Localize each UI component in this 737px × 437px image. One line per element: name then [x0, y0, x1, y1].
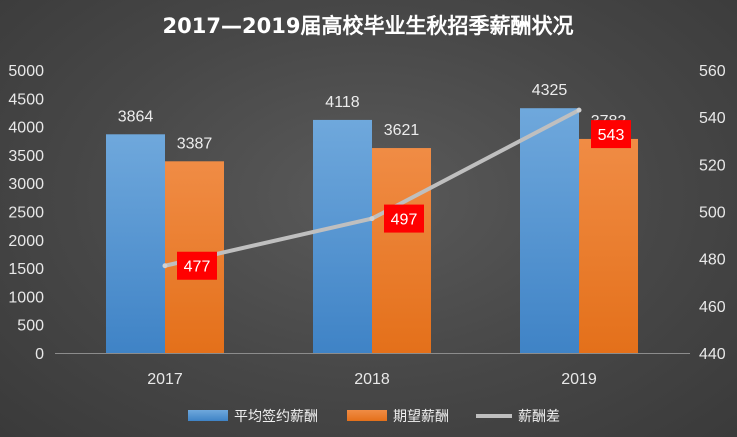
- right-tick-label: 500: [699, 205, 726, 222]
- right-tick-label: 560: [699, 63, 726, 80]
- left-tick-label: 5000: [8, 63, 44, 80]
- diff-label: 543: [598, 127, 625, 144]
- left-tick-label: 2000: [8, 233, 44, 250]
- right-tick-label: 440: [699, 346, 726, 363]
- left-tick-label: 2500: [8, 205, 44, 222]
- expected-salary-label: 3621: [384, 122, 420, 139]
- diff-point: [369, 216, 375, 222]
- legend-label: 薪酬差: [518, 409, 560, 425]
- legend-label: 期望薪酬: [393, 409, 449, 425]
- diff-label: 497: [391, 212, 418, 229]
- category-label: 2017: [147, 371, 183, 388]
- legend-swatch: [188, 410, 228, 421]
- avg-salary-label: 3864: [118, 108, 154, 125]
- expected-salary-bar: [372, 148, 431, 353]
- legend-label: 平均签约薪酬: [234, 408, 318, 425]
- category-label: 2019: [561, 371, 597, 388]
- bars: 386433874118362143253782: [106, 82, 638, 353]
- left-tick-label: 1500: [8, 261, 44, 278]
- left-tick-label: 4500: [8, 91, 44, 108]
- diff-label-box: [591, 120, 631, 149]
- expected-salary-label: 3387: [177, 135, 213, 152]
- diff-label-box: [177, 251, 217, 280]
- avg-salary-bar: [313, 119, 372, 353]
- left-axis: 0 500 1000 1500 2000 2500 3000 3500 4000 4500 5000: [8, 63, 690, 363]
- left-tick-label: 0: [35, 346, 44, 363]
- avg-salary-bar: [520, 108, 579, 353]
- left-tick-label: 3500: [8, 148, 44, 165]
- avg-salary-label: 4325: [532, 82, 568, 99]
- left-tick-label: 4000: [8, 120, 44, 137]
- legend: 平均签约薪酬 期望薪酬 薪酬差: [188, 408, 560, 425]
- right-tick-label: 480: [699, 252, 726, 269]
- diff-line: 477 497 543: [162, 107, 631, 280]
- category-axis: 2017 2018 2019: [147, 371, 597, 388]
- diff-label-box: [384, 204, 424, 233]
- chart-title: 2017—2019届高校毕业生秋招季薪酬状况: [163, 14, 574, 38]
- category-label: 2018: [354, 371, 390, 388]
- diff-point: [576, 107, 582, 113]
- avg-salary-bar: [106, 134, 165, 353]
- diff-point: [162, 263, 168, 269]
- right-tick-label: 520: [699, 157, 726, 174]
- legend-swatch: [347, 410, 387, 421]
- right-tick-label: 460: [699, 299, 726, 316]
- avg-salary-label: 4118: [325, 94, 360, 111]
- left-tick-label: 1000: [8, 289, 44, 306]
- right-axis: 440 460 480 500 520 540 560: [699, 63, 726, 363]
- left-tick-label: 3000: [8, 176, 44, 193]
- expected-salary-bar: [579, 138, 638, 353]
- right-tick-label: 540: [699, 110, 726, 127]
- diff-label: 477: [184, 259, 211, 276]
- left-tick-label: 500: [17, 318, 44, 335]
